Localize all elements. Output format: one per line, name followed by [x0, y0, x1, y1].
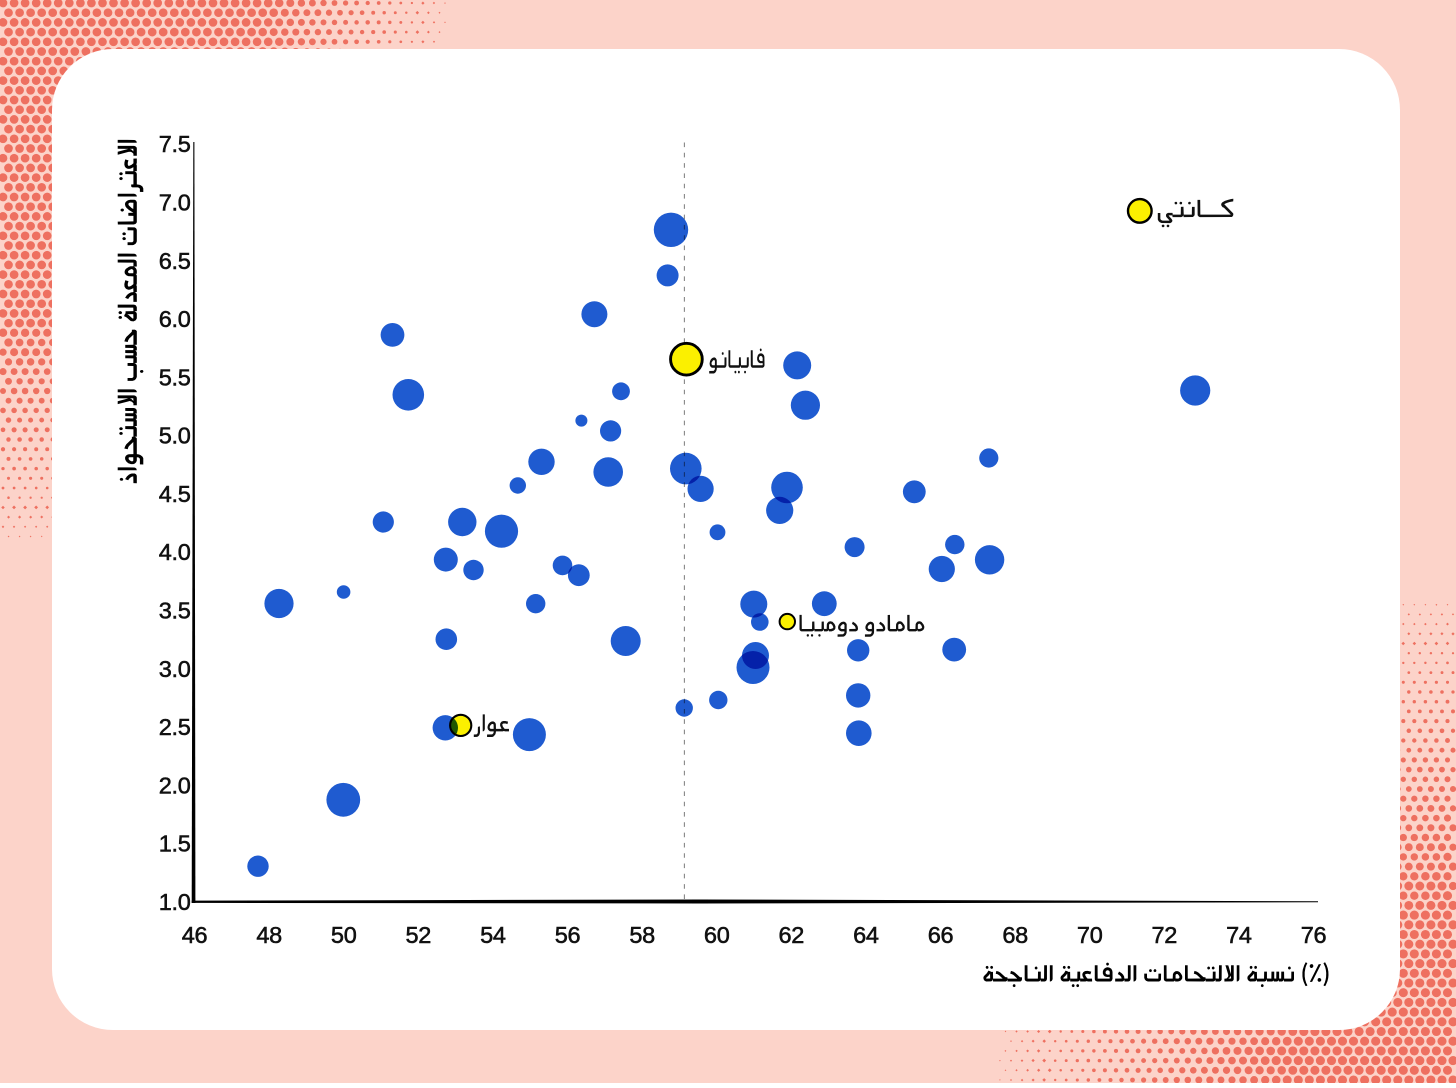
svg-text:2.0: 2.0 — [159, 772, 191, 798]
svg-text:3.0: 3.0 — [159, 656, 191, 682]
svg-text:54: 54 — [480, 922, 506, 948]
svg-text:62: 62 — [779, 922, 805, 948]
svg-text:58: 58 — [629, 922, 655, 948]
svg-text:76: 76 — [1301, 922, 1327, 948]
svg-text:46: 46 — [182, 922, 208, 948]
svg-text:1.5: 1.5 — [159, 831, 191, 857]
svg-text:3.5: 3.5 — [159, 598, 191, 624]
svg-text:64: 64 — [853, 922, 879, 948]
svg-text:5.0: 5.0 — [159, 423, 191, 449]
svg-text:7.0: 7.0 — [159, 190, 191, 216]
svg-text:52: 52 — [406, 922, 432, 948]
svg-text:5.5: 5.5 — [159, 364, 191, 390]
svg-text:4.0: 4.0 — [159, 539, 191, 565]
svg-text:1.0: 1.0 — [159, 889, 191, 915]
svg-text:60: 60 — [704, 922, 730, 948]
svg-text:4.5: 4.5 — [159, 481, 191, 507]
svg-text:56: 56 — [555, 922, 581, 948]
svg-text:74: 74 — [1226, 922, 1252, 948]
svg-text:50: 50 — [331, 922, 357, 948]
svg-text:48: 48 — [256, 922, 282, 948]
svg-text:7.5: 7.5 — [159, 131, 191, 157]
svg-text:6.5: 6.5 — [159, 248, 191, 274]
svg-text:66: 66 — [928, 922, 954, 948]
svg-text:68: 68 — [1002, 922, 1028, 948]
svg-text:2.5: 2.5 — [159, 714, 191, 740]
svg-text:72: 72 — [1152, 922, 1178, 948]
svg-text:70: 70 — [1077, 922, 1103, 948]
svg-text:6.0: 6.0 — [159, 306, 191, 332]
